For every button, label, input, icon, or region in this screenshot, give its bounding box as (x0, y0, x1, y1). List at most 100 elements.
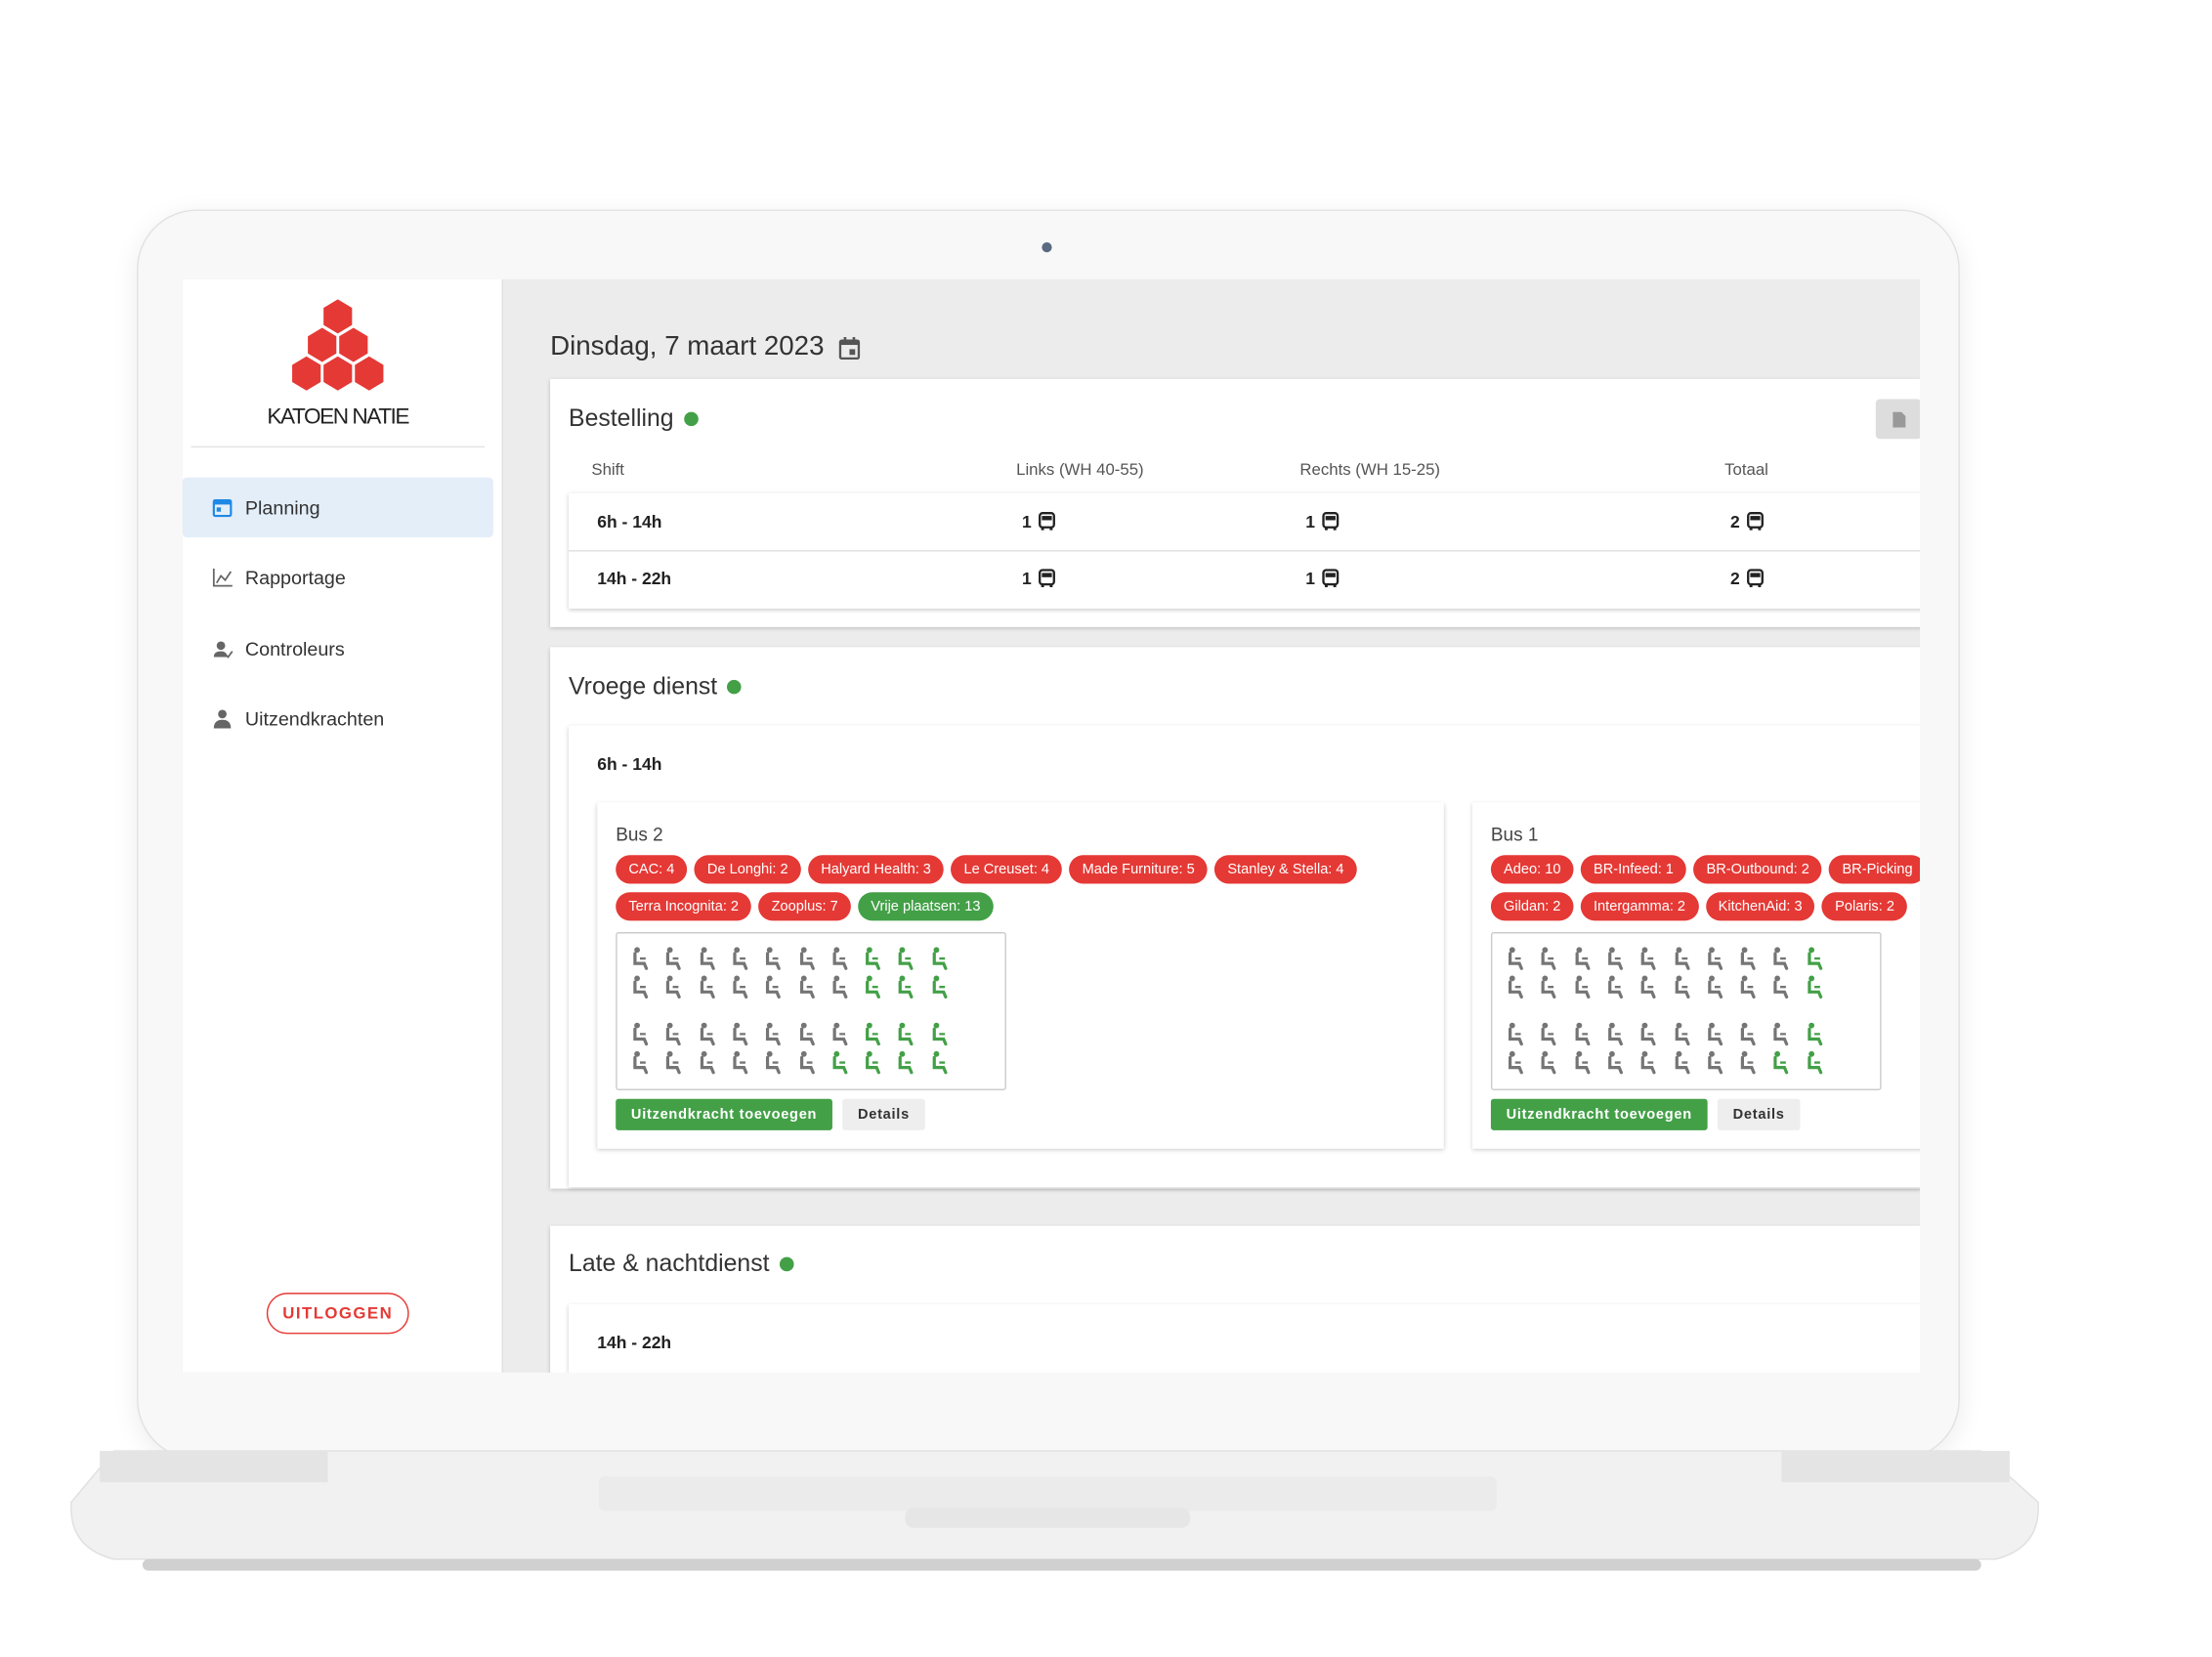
seat (733, 975, 748, 999)
seat (1707, 1022, 1723, 1046)
seat (1773, 1050, 1789, 1075)
tag: BR-Picking (1829, 855, 1921, 884)
tag: Adeo: 10 (1490, 855, 1574, 884)
table-body: 6h - 14h 1 1 2 14h - 22h 1 1 2 (569, 492, 1921, 609)
seat (766, 947, 782, 970)
seat (1807, 975, 1822, 999)
seat (1640, 1050, 1656, 1075)
seat (666, 1022, 682, 1046)
seat (1607, 1022, 1623, 1046)
bus-icon (1746, 512, 1764, 531)
status-dot (779, 1256, 794, 1272)
seat (799, 1022, 815, 1046)
seat (1508, 975, 1523, 999)
order-title: Bestelling (569, 404, 674, 433)
seat (633, 1050, 649, 1075)
column-header: Totaal (1724, 461, 1768, 480)
cell-text: 1 (1021, 569, 1032, 589)
tag: Gildan: 2 (1490, 892, 1574, 921)
nav-item[interactable]: Planning (182, 477, 493, 537)
late-title: Late & nachtdienst (569, 1250, 770, 1278)
tag: CAC: 4 (616, 855, 688, 884)
nav-label: Rapportage (244, 567, 346, 589)
laptop-base (70, 1450, 2039, 1571)
tag: BR-Outbound: 2 (1693, 855, 1823, 884)
seat (1508, 1022, 1523, 1046)
seat (633, 947, 649, 970)
seat (1640, 947, 1656, 970)
tag: Le Creuset: 4 (951, 855, 1063, 884)
logout-button[interactable]: UITLOGGEN (266, 1293, 409, 1335)
bus-icon (1321, 512, 1339, 531)
nav-icon (212, 498, 233, 517)
seat (633, 975, 649, 999)
nav-label: Planning (244, 496, 320, 519)
cell-text: 1 (1305, 569, 1316, 589)
table-cell: 2 (1730, 510, 1765, 532)
seat (1807, 1050, 1822, 1075)
seat (666, 1050, 682, 1075)
seat (1574, 975, 1590, 999)
seat (932, 975, 948, 999)
seat (1508, 947, 1523, 970)
column-header: Links (WH 40-55) (1016, 461, 1144, 480)
tag: Halyard Health: 3 (808, 855, 945, 884)
nav-item[interactable]: Rapportage (183, 548, 493, 608)
seat (666, 947, 682, 970)
cell-text: 2 (1729, 569, 1740, 589)
table-cell: 2 (1730, 568, 1765, 590)
seat (1740, 975, 1756, 999)
tag-list: CAC: 4 De Longhi: 2 Halyard Health: 3 Le Cr… (616, 855, 1428, 929)
sidebar: KATOEN NATIE Planning Rapportage Controleu… (182, 278, 503, 1373)
seat (1541, 947, 1556, 970)
seat (799, 1050, 815, 1075)
bus-icon (1746, 569, 1764, 588)
brand: KATOEN NATIE (267, 404, 409, 430)
early-card: Vroege dienst 6h - 14h Bus 2 CAC: 4 De Lon… (550, 647, 1921, 1189)
bus-icon (1038, 569, 1055, 588)
add-button[interactable]: Uitzendkracht toevoegen (1490, 1098, 1708, 1130)
add-button[interactable]: Uitzendkracht toevoegen (616, 1098, 832, 1130)
nav-icon (212, 569, 233, 587)
tag: Intergamma: 2 (1580, 892, 1699, 921)
shift-box: 14h - 22h (569, 1303, 1921, 1373)
tag-list: Adeo: 10 BR-Infeed: 1 BR-Outbound: 2 BR-Pic… (1490, 855, 1921, 929)
nav-item[interactable]: Controleurs (183, 618, 493, 678)
calendar-button[interactable] (838, 336, 861, 361)
divider (191, 446, 485, 448)
table-cell: 6h - 14h (597, 510, 661, 532)
bus-name: Bus 1 (1490, 824, 1539, 846)
seat (1541, 1050, 1556, 1075)
table-cell: 1 (1022, 510, 1056, 532)
seat (1541, 1022, 1556, 1046)
seat (1773, 975, 1789, 999)
seat (766, 1022, 782, 1046)
order-card: Bestelling Shift Links (WH 40-55) Rechts (… (550, 379, 1921, 627)
export-button[interactable] (1875, 399, 1921, 440)
screen: KATOEN NATIE Planning Rapportage Controleu… (182, 278, 1921, 1373)
seat (1574, 1022, 1590, 1046)
nav-item[interactable]: Uitzendkrachten (183, 689, 493, 748)
seat (766, 975, 782, 999)
seat (832, 947, 848, 970)
table-cell: 1 (1305, 568, 1340, 590)
seat (932, 1050, 948, 1075)
seat (1807, 1022, 1822, 1046)
date-title: Dinsdag, 7 maart 2023 (550, 331, 825, 362)
shift-label: 6h - 14h (597, 753, 662, 775)
table-cell: 1 (1022, 568, 1056, 590)
seat (733, 1050, 748, 1075)
cell-text: 2 (1729, 511, 1740, 532)
seat (1707, 947, 1723, 970)
seat (1574, 947, 1590, 970)
column-header: Shift (591, 461, 624, 480)
details-button[interactable]: Details (1717, 1098, 1801, 1130)
nav-label: Uitzendkrachten (244, 708, 385, 730)
seat (899, 1050, 915, 1075)
tag: Polaris: 2 (1822, 892, 1908, 921)
details-button[interactable]: Details (842, 1098, 925, 1130)
seat (1674, 1022, 1689, 1046)
cell-text: 1 (1305, 511, 1316, 532)
tag: Made Furniture: 5 (1069, 855, 1208, 884)
